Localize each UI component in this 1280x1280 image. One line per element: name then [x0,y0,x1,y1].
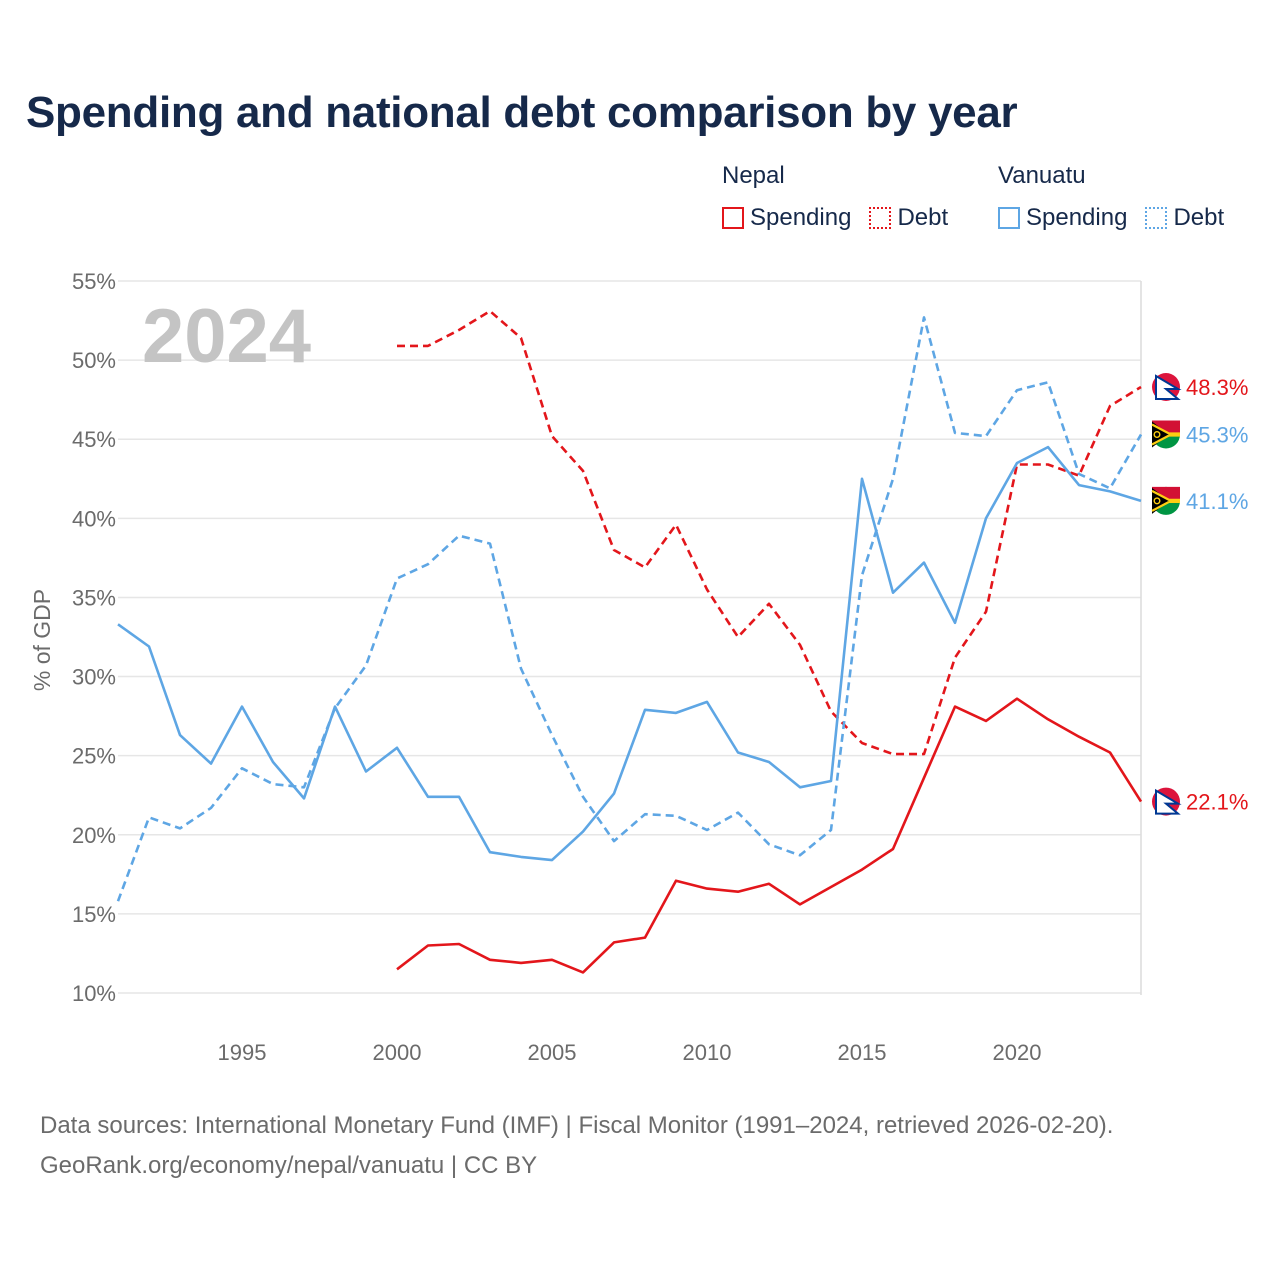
series-line-nepal-debt [397,309,1142,756]
legend-group-nepal: Nepal Spending Debt [722,162,966,232]
y-tick-label: 25% [72,744,116,769]
x-tick-label: 1995 [218,1040,267,1065]
legend-item-vanuatu-spending[interactable]: Spending [998,204,1127,232]
series-line-vanuatu-spending [117,445,1142,862]
sources-footer: Data sources: International Monetary Fun… [40,1106,1113,1186]
legend-label: Debt [897,204,949,231]
legend-item-nepal-debt[interactable]: Debt [869,204,948,232]
y-tick-label: 15% [72,902,116,927]
legend-group-name: Vanuatu [998,162,1086,189]
legend-group-name: Nepal [722,162,785,189]
y-axis-label: % of GDP [29,589,55,691]
sources-link[interactable]: GeoRank.org/economy/nepal/vanuatu | CC B… [40,1152,538,1179]
nepal-flag-icon [1152,787,1182,816]
flag-sun [1160,806,1166,812]
gridlines [118,280,1142,995]
vanuatu-flag-icon [1151,420,1180,449]
series-end-markers: 22.1% 48.3% 41.1% 45.3% [1151,373,1248,816]
flag-stripe [1151,489,1180,512]
x-axis: 1995 2000 2005 2010 2015 2020 [218,1040,1042,1065]
legend-swatch-dotted [869,207,892,229]
x-tick-label: 2010 [683,1040,732,1065]
legend-swatch-dotted [1145,207,1168,229]
series-lines [116,309,1143,974]
series-end-label: 22.1% [1186,790,1248,815]
flag-triangle [1152,421,1169,448]
chart-title: Spending and national debt comparison by… [26,88,1018,137]
legend-item-nepal-spending[interactable]: Spending [722,204,851,232]
series-end-label: 41.1% [1186,489,1248,514]
flag-emblem [1153,431,1161,438]
y-tick-label: 10% [72,981,116,1006]
flag-stripe [1151,423,1180,446]
y-tick-label: 35% [72,585,116,610]
sources-line: Data sources: International Monetary Fun… [40,1112,1114,1139]
x-tick-label: 2000 [373,1040,422,1065]
x-tick-label: 2015 [838,1040,887,1065]
legend-group-vanuatu: Vanuatu Spending Debt [998,162,1224,232]
y-tick-label: 30% [72,665,116,690]
series-end-label: 45.3% [1186,422,1248,447]
legend-label: Spending [750,204,852,231]
series-end-label: 48.3% [1186,375,1248,400]
vanuatu-flag-icon [1151,486,1180,515]
y-tick-label: 20% [72,823,116,848]
flag-emblem [1153,497,1161,505]
series-line-vanuatu-debt [116,316,1143,902]
y-axis: 10% 15% 20% 25% 30% 35% 40% 45% 50% 55% [72,269,116,1006]
series-line-nepal-spending [396,697,1143,974]
nepal-flag-icon [1152,373,1182,401]
flag-sun [1160,391,1166,397]
y-tick-label: 45% [72,427,116,452]
flag-triangle [1152,487,1169,514]
y-tick-label: 50% [72,348,116,373]
legend-item-vanuatu-debt[interactable]: Debt [1145,204,1224,232]
y-tick-label: 55% [72,269,116,294]
legend-label: Debt [1173,204,1225,231]
legend-label: Spending [1026,204,1128,231]
x-tick-label: 2020 [993,1040,1042,1065]
x-tick-label: 2005 [528,1040,577,1065]
year-watermark: 2024 [142,294,311,379]
legend-swatch-solid [998,207,1020,229]
y-tick-label: 40% [72,506,116,531]
legend-swatch-solid [722,207,744,229]
